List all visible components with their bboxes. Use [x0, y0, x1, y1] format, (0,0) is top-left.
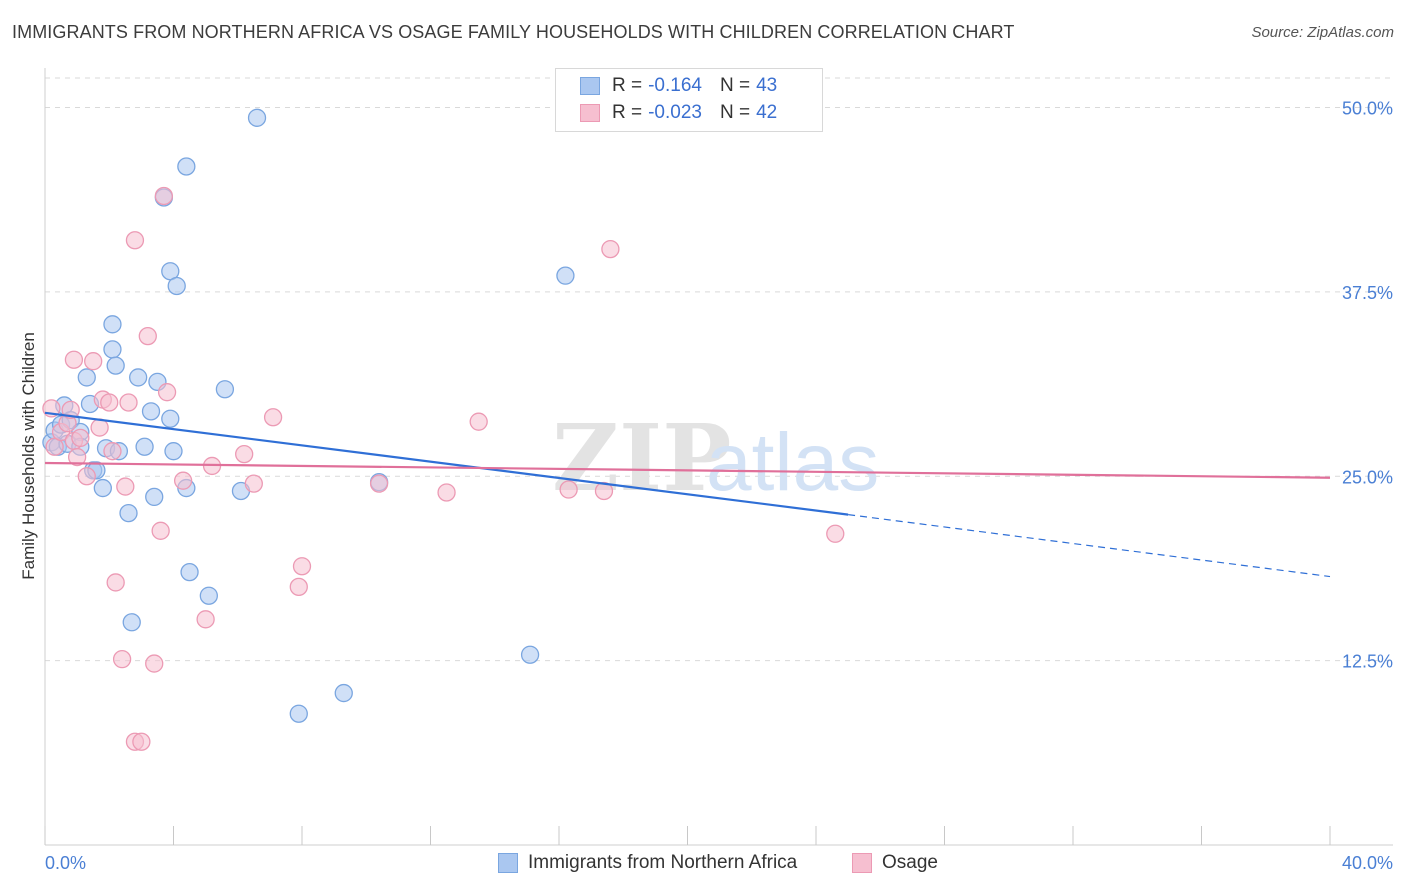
- point-immigrants: [289, 704, 308, 723]
- legend-r-value: -0.164: [648, 75, 702, 96]
- point-osage: [594, 481, 614, 501]
- point-immigrants: [119, 503, 138, 523]
- point-osage: [112, 650, 132, 669]
- point-immigrants: [161, 409, 180, 428]
- legend-n-value: 42: [756, 102, 778, 123]
- point-osage: [437, 483, 456, 502]
- point-immigrants: [215, 380, 235, 399]
- point-osage: [559, 480, 578, 499]
- legend-swatch-pink: [580, 104, 600, 122]
- point-osage: [116, 477, 135, 496]
- point-immigrants: [177, 157, 196, 176]
- point-osage: [138, 326, 157, 346]
- point-immigrants: [199, 586, 218, 605]
- point-osage: [90, 418, 109, 437]
- legend-label-osage: Osage: [882, 852, 938, 873]
- point-immigrants: [247, 108, 267, 127]
- legend-swatch-blue: [580, 77, 600, 95]
- point-osage: [119, 393, 138, 412]
- point-immigrants: [520, 645, 540, 664]
- point-immigrants: [164, 442, 183, 461]
- stats-legend: R = -0.164 N = 43 R = -0.023 N = 42: [555, 68, 823, 132]
- point-osage: [235, 444, 254, 464]
- point-osage: [145, 654, 164, 673]
- point-immigrants: [141, 402, 161, 421]
- point-osage: [289, 577, 308, 597]
- point-osage: [157, 383, 177, 402]
- point-osage: [84, 352, 103, 371]
- point-osage: [154, 186, 174, 206]
- point-osage: [196, 610, 215, 629]
- point-osage: [71, 428, 90, 448]
- x-tick-label: 40.0%: [1342, 853, 1393, 873]
- trend-line-osage: [44, 461, 1331, 479]
- legend-row-blue: R = -0.164 N = 43: [580, 73, 777, 99]
- point-immigrants: [77, 368, 96, 387]
- legend-r-label: R =: [612, 102, 643, 123]
- point-osage: [77, 467, 96, 486]
- legend-item-immigrants: Immigrants from Northern Africa: [498, 852, 797, 874]
- point-osage: [106, 573, 125, 592]
- y-tick-label: 37.5%: [1342, 283, 1393, 303]
- point-osage: [125, 231, 145, 250]
- point-osage: [64, 350, 84, 369]
- point-immigrants: [556, 266, 575, 285]
- point-osage: [244, 474, 263, 493]
- legend-r-label: R =: [612, 75, 643, 96]
- legend-row-pink: R = -0.023 N = 42: [580, 100, 777, 126]
- point-immigrants: [103, 315, 122, 334]
- x-tick-label: 0.0%: [45, 853, 86, 873]
- legend-swatch-pink: [852, 853, 872, 873]
- point-immigrants: [103, 340, 122, 359]
- trend-lines: [44, 411, 1331, 578]
- point-immigrants: [135, 437, 154, 456]
- point-immigrants: [106, 356, 125, 375]
- legend-n-label: N =: [719, 102, 751, 123]
- point-immigrants: [129, 368, 148, 387]
- point-osage: [151, 521, 170, 540]
- point-osage: [369, 474, 389, 493]
- legend-item-osage: Osage: [852, 852, 938, 874]
- source-label: Source: ZipAtlas.com: [1251, 24, 1394, 41]
- point-immigrants: [145, 487, 164, 507]
- point-osage: [601, 239, 620, 259]
- point-osage: [263, 408, 283, 427]
- watermark-atlas: atlas: [706, 417, 879, 508]
- trend-line-immigrants-extension: [848, 514, 1331, 578]
- watermark: ZIP atlas: [552, 404, 879, 512]
- point-osage: [826, 524, 845, 543]
- legend-r-value: -0.023: [648, 102, 702, 123]
- point-osage: [103, 442, 122, 461]
- point-immigrants: [122, 613, 141, 632]
- point-immigrants: [180, 562, 199, 582]
- chart-title: IMMIGRANTS FROM NORTHERN AFRICA VS OSAGE…: [12, 22, 1015, 42]
- point-osage: [100, 393, 119, 412]
- y-tick-label: 50.0%: [1342, 99, 1393, 119]
- y-axis-title: Family Households with Children: [19, 332, 38, 580]
- legend-label-immigrants: Immigrants from Northern Africa: [528, 852, 798, 873]
- point-immigrants: [93, 478, 112, 498]
- series-legend: Immigrants from Northern Africa Osage: [0, 852, 1406, 878]
- point-osage: [173, 471, 193, 490]
- grid-lines: [45, 77, 1390, 662]
- point-osage: [132, 732, 151, 751]
- y-tick-label: 25.0%: [1342, 467, 1393, 487]
- point-osage: [469, 412, 488, 431]
- tick-labels: 12.5% 25.0% 37.5% 50.0% 0.0% 40.0%: [45, 99, 1393, 874]
- trend-line-immigrants: [44, 411, 849, 516]
- legend-n-value: 43: [756, 75, 778, 96]
- axes: [44, 68, 1393, 846]
- legend-n-label: N =: [719, 75, 751, 96]
- point-osage: [67, 447, 87, 467]
- y-tick-label: 12.5%: [1342, 652, 1393, 672]
- point-immigrants: [167, 276, 186, 296]
- watermark-zip: ZIP: [552, 404, 731, 512]
- legend-swatch-blue: [498, 853, 518, 873]
- point-osage: [61, 400, 80, 420]
- point-immigrants: [334, 683, 353, 703]
- point-osage: [292, 557, 312, 576]
